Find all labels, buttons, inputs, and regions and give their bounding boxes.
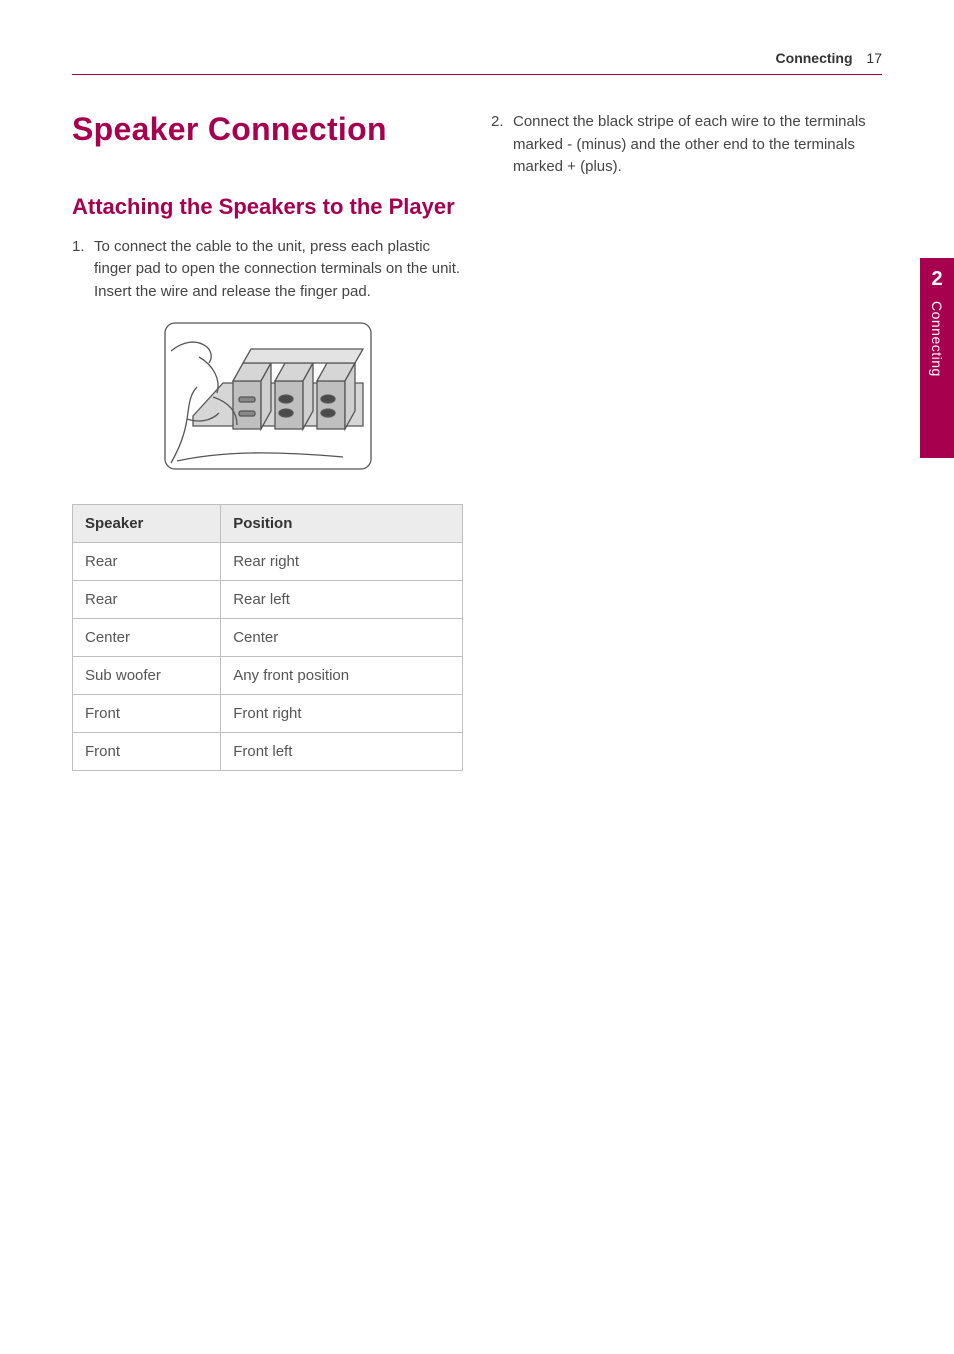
steps-list-right: 2. Connect the black stripe of each wire…	[491, 111, 882, 179]
table-row: Front Front left	[73, 733, 463, 771]
page-header: Connecting 17	[72, 50, 882, 75]
side-tab-label: Connecting	[929, 301, 945, 377]
left-column: Speaker Connection Attaching the Speaker…	[72, 111, 463, 771]
cell-position: Front left	[221, 733, 463, 771]
right-column: 2. Connect the black stripe of each wire…	[491, 111, 882, 771]
step-1-number: 1.	[72, 236, 94, 304]
cell-speaker: Front	[73, 733, 221, 771]
cell-position: Center	[221, 619, 463, 657]
table-row: Front Front right	[73, 695, 463, 733]
table-row: Rear Rear right	[73, 543, 463, 581]
cell-position: Any front position	[221, 657, 463, 695]
side-tab-number: 2	[931, 268, 942, 291]
table-row: Sub woofer Any front position	[73, 657, 463, 695]
cell-speaker: Rear	[73, 543, 221, 581]
step-1: 1. To connect the cable to the unit, pre…	[72, 236, 463, 304]
speaker-position-table: Speaker Position Rear Rear right Rear Re…	[72, 504, 463, 771]
cell-position: Front right	[221, 695, 463, 733]
step-2-number: 2.	[491, 111, 513, 179]
table-row: Center Center	[73, 619, 463, 657]
header-section-label: Connecting	[776, 50, 853, 66]
step-2: 2. Connect the black stripe of each wire…	[491, 111, 882, 179]
table-header-row: Speaker Position	[73, 505, 463, 543]
terminal-illustration-svg	[163, 321, 373, 471]
terminal-figure	[72, 321, 463, 476]
step-2-text: Connect the black stripe of each wire to…	[513, 111, 882, 179]
step-1-text: To connect the cable to the unit, press …	[94, 236, 463, 304]
cell-speaker: Center	[73, 619, 221, 657]
cell-position: Rear left	[221, 581, 463, 619]
two-column-layout: Speaker Connection Attaching the Speaker…	[72, 111, 882, 771]
header-page-number: 17	[866, 50, 882, 66]
cell-speaker: Sub woofer	[73, 657, 221, 695]
cell-speaker: Front	[73, 695, 221, 733]
table-row: Rear Rear left	[73, 581, 463, 619]
col-header-speaker: Speaker	[73, 505, 221, 543]
section-subhead: Attaching the Speakers to the Player	[72, 192, 463, 222]
cell-position: Rear right	[221, 543, 463, 581]
col-header-position: Position	[221, 505, 463, 543]
page-title: Speaker Connection	[72, 111, 463, 148]
chapter-side-tab: 2 Connecting	[920, 258, 954, 458]
steps-list-left: 1. To connect the cable to the unit, pre…	[72, 236, 463, 304]
cell-speaker: Rear	[73, 581, 221, 619]
